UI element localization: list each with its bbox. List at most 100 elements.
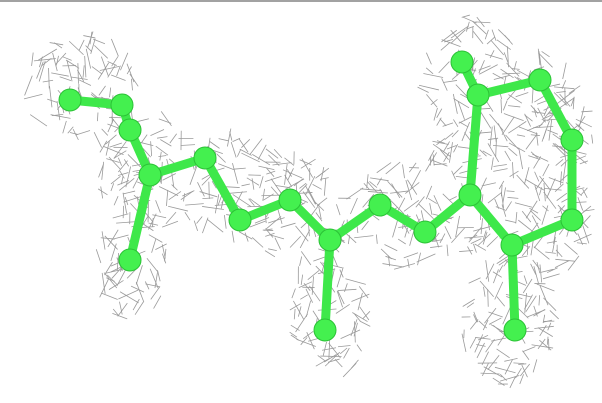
- mesh-line: [482, 319, 489, 331]
- mesh-line: [498, 265, 504, 273]
- mesh-line: [552, 143, 567, 157]
- mesh-line: [84, 55, 87, 78]
- bond: [507, 240, 520, 335]
- mesh-line: [158, 186, 179, 196]
- mesh-line: [468, 277, 481, 284]
- atom: [110, 93, 134, 117]
- mesh-line: [180, 144, 196, 146]
- mesh-line: [37, 48, 58, 61]
- mesh-line: [477, 233, 491, 246]
- mesh-line: [266, 167, 275, 177]
- mesh-line: [202, 206, 224, 210]
- mesh-line: [543, 183, 546, 202]
- mesh-line: [483, 366, 503, 378]
- mesh-line: [439, 233, 446, 244]
- mesh-line: [508, 105, 521, 108]
- mesh-line: [52, 52, 58, 72]
- mesh-line: [418, 203, 434, 220]
- mesh-line: [168, 205, 189, 212]
- mesh-line: [116, 252, 119, 271]
- mesh-line: [444, 132, 454, 140]
- mesh-line: [266, 170, 276, 175]
- mesh-line: [407, 179, 418, 195]
- mesh-line: [122, 190, 136, 195]
- mesh-line: [354, 235, 374, 239]
- atom: [500, 233, 524, 257]
- mesh-line: [161, 244, 166, 259]
- mesh-line: [350, 319, 358, 337]
- mesh-line: [286, 169, 292, 177]
- mesh-line: [322, 341, 327, 356]
- mesh-line: [443, 141, 450, 153]
- mesh-line: [465, 25, 474, 30]
- mesh-line: [103, 272, 118, 289]
- mesh-line: [354, 313, 361, 322]
- mesh-line: [78, 39, 85, 51]
- mesh-line: [69, 132, 78, 135]
- mesh-line: [107, 274, 118, 285]
- mesh-line: [553, 86, 575, 90]
- mesh-line: [366, 174, 369, 189]
- mesh-line: [380, 248, 392, 260]
- mesh-line: [336, 204, 341, 216]
- mesh-line: [301, 158, 314, 178]
- mesh-line: [323, 178, 327, 196]
- mesh-line: [533, 266, 539, 284]
- atom: [503, 318, 527, 342]
- mesh-line: [540, 268, 554, 273]
- mesh-line: [335, 304, 350, 314]
- mesh-line: [488, 137, 499, 140]
- mesh-line: [504, 150, 511, 161]
- mesh-line: [476, 344, 486, 347]
- mesh-line: [72, 128, 79, 141]
- mesh-line: [160, 111, 172, 127]
- mesh-line: [236, 149, 242, 157]
- mesh-line: [443, 151, 450, 162]
- mesh-line: [407, 258, 410, 268]
- mesh-line: [541, 51, 550, 58]
- atom: [368, 193, 392, 217]
- mesh-line: [417, 252, 421, 266]
- mesh-line: [106, 158, 120, 163]
- mesh-line: [525, 295, 537, 312]
- mesh-line: [300, 251, 312, 266]
- mesh-line: [543, 191, 557, 209]
- mesh-line: [552, 133, 562, 141]
- mesh-line: [516, 174, 530, 189]
- mesh-line: [543, 319, 553, 323]
- mesh-line: [449, 142, 453, 163]
- mesh-line: [532, 259, 541, 270]
- mesh-line: [444, 38, 454, 43]
- mesh-line: [433, 107, 438, 121]
- mesh-line: [493, 74, 511, 80]
- mesh-line: [532, 359, 538, 373]
- mesh-line: [295, 225, 309, 242]
- mesh-line: [362, 193, 375, 208]
- mesh-line: [300, 274, 304, 286]
- mesh-line: [539, 339, 552, 351]
- mesh-line: [484, 29, 489, 40]
- mesh-line: [416, 253, 436, 263]
- mesh-line: [503, 52, 509, 63]
- mesh-line: [68, 40, 84, 56]
- mesh-line: [305, 185, 316, 205]
- mesh-line: [461, 121, 470, 142]
- mesh-line: [158, 155, 167, 157]
- mesh-line: [339, 347, 348, 355]
- mesh-line: [132, 298, 140, 311]
- mesh-line: [405, 179, 413, 201]
- mesh-line: [493, 164, 507, 167]
- mesh-line: [479, 280, 494, 298]
- mesh-line: [123, 159, 130, 167]
- mesh-line: [127, 154, 142, 168]
- mesh-line: [264, 250, 276, 258]
- mesh-line: [506, 190, 515, 192]
- mesh-line: [524, 114, 533, 122]
- mesh-line: [118, 172, 129, 176]
- mesh-line: [93, 132, 103, 148]
- mesh-line: [450, 29, 462, 43]
- mesh-line: [439, 149, 449, 160]
- mesh-line: [433, 195, 442, 211]
- atom: [450, 50, 474, 74]
- mesh-line: [165, 211, 177, 224]
